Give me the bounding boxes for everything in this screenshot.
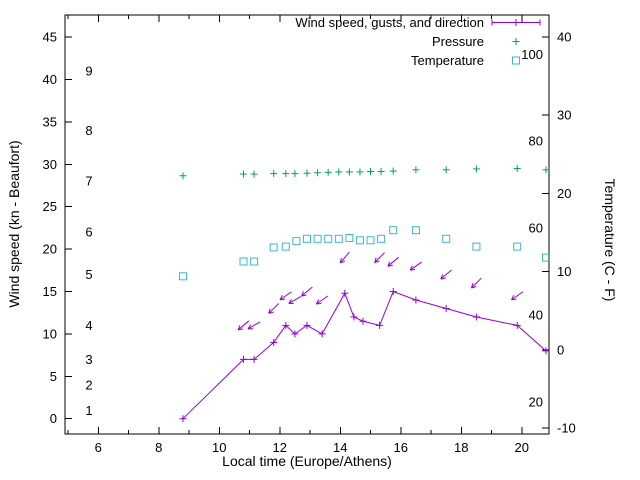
svg-text:40: 40	[43, 72, 57, 87]
svg-text:6: 6	[95, 440, 102, 455]
svg-text:35: 35	[43, 114, 57, 129]
svg-text:4: 4	[85, 318, 92, 333]
svg-text:5: 5	[85, 267, 92, 282]
svg-text:7: 7	[85, 174, 92, 189]
svg-text:14: 14	[333, 440, 347, 455]
series-pressure	[179, 165, 550, 180]
svg-text:0: 0	[50, 411, 57, 426]
svg-text:12: 12	[273, 440, 287, 455]
x-axis-label: Local time (Europe/Athens)	[222, 453, 392, 469]
svg-text:-10: -10	[557, 421, 576, 436]
svg-text:20: 20	[43, 242, 57, 257]
plot-border	[64, 14, 550, 435]
svg-text:Wind speed, gusts, and directi: Wind speed, gusts, and direction	[295, 15, 484, 30]
svg-text:0: 0	[557, 342, 564, 357]
svg-text:1: 1	[85, 403, 92, 418]
svg-text:20: 20	[529, 395, 543, 410]
svg-text:30: 30	[557, 108, 571, 123]
series-temperature	[179, 226, 550, 281]
svg-text:18: 18	[454, 440, 468, 455]
svg-text:10: 10	[212, 440, 226, 455]
svg-text:30: 30	[43, 157, 57, 172]
svg-text:9: 9	[85, 63, 92, 78]
svg-text:Temperature: Temperature	[411, 53, 484, 68]
svg-text:3: 3	[85, 352, 92, 367]
svg-text:Pressure: Pressure	[432, 34, 484, 49]
svg-text:60: 60	[529, 221, 543, 236]
svg-text:8: 8	[85, 123, 92, 138]
svg-text:8: 8	[155, 440, 162, 455]
svg-text:16: 16	[394, 440, 408, 455]
svg-text:20: 20	[515, 440, 529, 455]
svg-text:20: 20	[557, 186, 571, 201]
svg-text:100: 100	[521, 47, 543, 62]
series-wind_speed	[179, 288, 550, 423]
svg-text:15: 15	[43, 284, 57, 299]
svg-text:45: 45	[43, 30, 57, 45]
svg-text:10: 10	[43, 326, 57, 341]
y-right-axis-ticks: -10 0 10 20 30 40 20 40 60 80 100	[521, 29, 576, 435]
series-wind_gusts_direction	[237, 251, 524, 331]
y-axis-label-left: Wind speed (kn - Beaufort)	[6, 140, 22, 308]
svg-text:40: 40	[529, 308, 543, 323]
svg-text:5: 5	[50, 369, 57, 384]
svg-text:80: 80	[529, 134, 543, 149]
chart-legend: Wind speed, gusts, and direction Pressure…	[295, 15, 541, 68]
svg-text:25: 25	[43, 199, 57, 214]
svg-text:40: 40	[557, 29, 571, 44]
x-axis-ticks: 6 8 10 12 14 16 18 20	[67, 15, 529, 455]
svg-text:10: 10	[557, 264, 571, 279]
y-axis-label-right: Temperature (C - F)	[602, 178, 618, 302]
svg-text:2: 2	[85, 377, 92, 392]
svg-text:6: 6	[85, 225, 92, 240]
